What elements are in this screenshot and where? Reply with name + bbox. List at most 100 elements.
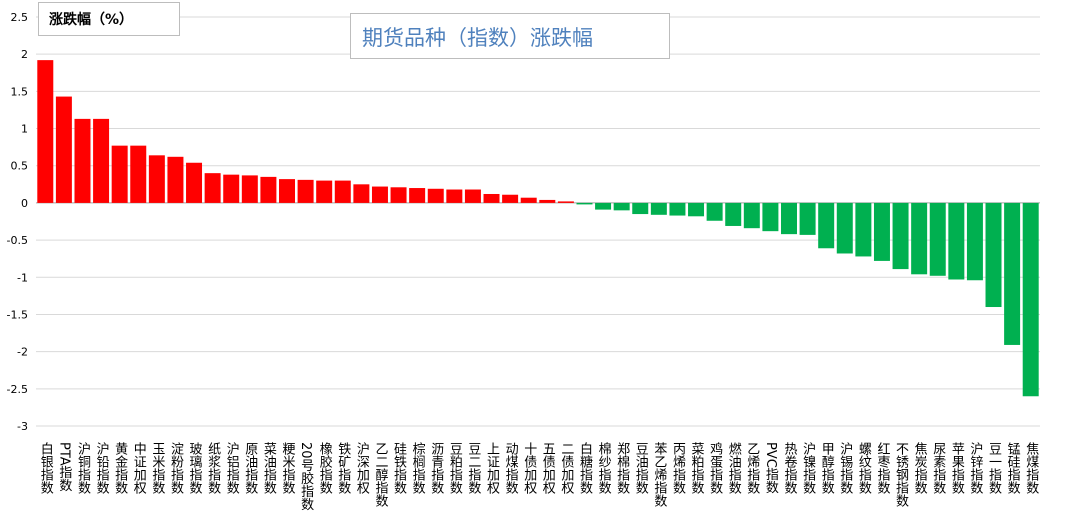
bar [855, 202, 872, 257]
x-tick-label: 淀粉指数 [168, 442, 184, 494]
bar [483, 193, 500, 203]
x-tick-label: PTA指数 [56, 442, 72, 492]
bars [37, 60, 1039, 397]
x-tick-label: 沪铅指数 [94, 441, 110, 494]
x-tick-label: 棉纱指数 [596, 442, 612, 494]
x-tick-label: 橡胶指数 [317, 442, 333, 494]
bar [762, 202, 779, 232]
bar [446, 189, 463, 203]
bar [799, 202, 816, 235]
x-tick-label: 豆粕指数 [447, 442, 463, 494]
x-tick-label: 粳米指数 [280, 442, 296, 494]
bar [334, 180, 351, 203]
bar [427, 188, 444, 203]
x-tick-label: 动煤指数 [503, 442, 519, 494]
bar [892, 202, 909, 270]
x-tick-label: 焦炭指数 [912, 442, 928, 494]
x-tick-label: 尿素指数 [930, 442, 946, 494]
x-tick-label: 鸡蛋指数 [707, 441, 723, 494]
bar [297, 179, 314, 203]
x-tick-label: 苹果指数 [949, 442, 965, 494]
bar [502, 194, 519, 203]
bar [241, 175, 258, 203]
x-tick-label: 沪镍指数 [800, 441, 816, 494]
x-tick-label: 原油指数 [242, 442, 258, 494]
bar [37, 60, 54, 203]
bar [688, 202, 705, 217]
x-tick-label: 沪锌指数 [967, 441, 983, 494]
bar [223, 174, 240, 203]
x-tick-label: 燃油指数 [726, 441, 742, 494]
bar [613, 202, 630, 211]
bar [204, 173, 221, 203]
x-tick-label: 硅铁指数 [391, 442, 407, 494]
y-tick-label: 2.5 [11, 11, 29, 24]
x-tick-label: 热卷指数 [782, 442, 798, 494]
bar [595, 202, 612, 210]
x-tick-label: PVC指数 [763, 442, 779, 494]
bar [353, 184, 370, 203]
x-tick-label: 棕榈指数 [410, 442, 426, 494]
x-tick-labels: 白银指数 PTA指数 沪铜指数 沪铅指数 黄金指数 中证加权 玉米指数 淀粉指数 玻璃指数 纸浆指… [38, 441, 1039, 511]
x-tick-label: 豆二指数 [465, 442, 481, 494]
bar [1004, 202, 1021, 345]
x-tick-label: 白糖指数 [577, 441, 593, 494]
y-tick-label: -0.5 [7, 234, 28, 247]
bar [167, 156, 184, 203]
bar [557, 201, 574, 203]
bar [985, 202, 1002, 308]
bar [279, 179, 295, 203]
bar [966, 202, 983, 281]
bar [929, 202, 946, 276]
bar [409, 188, 426, 203]
x-tick-label: 螺纹指数 [856, 442, 872, 494]
gridlines [36, 16, 1040, 427]
y-tick-label: -2 [17, 346, 28, 359]
x-tick-label: 红枣指数 [874, 441, 890, 494]
bar [632, 202, 649, 215]
x-tick-label: 苯乙烯指数 [651, 442, 667, 507]
bar [836, 202, 853, 254]
x-tick-label: 五债加权 [540, 442, 556, 495]
bar [316, 180, 333, 203]
bar [781, 202, 797, 235]
y-tick-label: -1 [17, 271, 28, 284]
bar [725, 202, 742, 226]
x-tick-label: 玻璃指数 [187, 442, 203, 494]
x-tick-label: 沪锡指数 [837, 441, 853, 494]
x-tick-label: 不锈钢指数 [893, 442, 909, 507]
bar [818, 202, 835, 249]
bar [464, 189, 481, 203]
bar [186, 162, 203, 203]
bar [260, 176, 277, 203]
y-tick-label: 1 [21, 123, 28, 136]
y-tick-label: 2 [21, 48, 28, 61]
bar [743, 202, 760, 229]
bar [371, 186, 388, 203]
x-tick-label: 十债加权 [521, 442, 537, 495]
y-tick-label: -3 [17, 420, 28, 433]
x-tick-label: 铁矿指数 [335, 442, 351, 494]
bar [111, 145, 128, 203]
y-tick-label: -2.5 [7, 383, 28, 396]
bar [539, 199, 556, 203]
x-tick-label: 沥青指数 [428, 442, 444, 494]
bar [74, 118, 91, 203]
x-tick-label: 焦煤指数 [1023, 442, 1039, 494]
x-tick-label: 豆油指数 [633, 442, 649, 494]
bar [669, 202, 686, 216]
x-tick-label: 上证加权 [484, 442, 500, 495]
bar [130, 145, 147, 203]
bar [576, 202, 593, 205]
x-tick-label: 纸浆指数 [205, 442, 221, 494]
y-tick-label: 0 [21, 197, 28, 210]
bar [520, 197, 537, 203]
x-tick-label: 郑棉指数 [614, 442, 630, 494]
bar [706, 202, 723, 221]
bar [911, 202, 928, 275]
x-tick-label: 白银指数 [38, 441, 54, 494]
y-axis-label: 涨跌幅（%） [38, 2, 180, 36]
x-tick-label: 甲醇指数 [819, 442, 835, 494]
x-tick-label: 丙烯指数 [670, 442, 686, 494]
